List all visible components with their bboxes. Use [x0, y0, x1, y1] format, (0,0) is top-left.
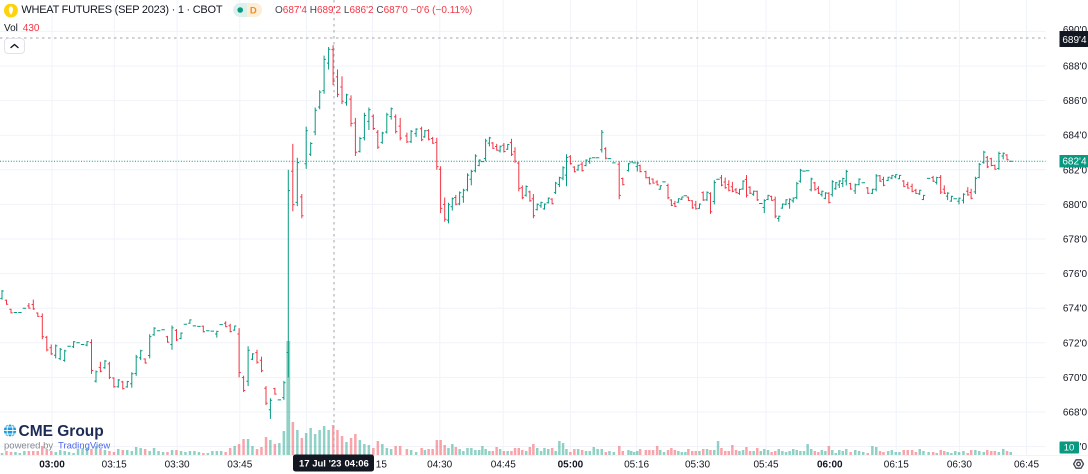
svg-text:672'0: 672'0 [1063, 338, 1088, 349]
svg-text:05:00: 05:00 [558, 460, 584, 471]
svg-text:05:45: 05:45 [753, 460, 778, 471]
svg-text:06:15: 06:15 [884, 460, 909, 471]
svg-text:689'4: 689'4 [1062, 35, 1087, 46]
svg-text:670'0: 670'0 [1063, 373, 1088, 384]
svg-text:682'0: 682'0 [1063, 165, 1088, 176]
svg-text:03:45: 03:45 [227, 460, 252, 471]
svg-text:powered by: powered by [4, 441, 53, 452]
svg-text:678'0: 678'0 [1063, 235, 1088, 246]
svg-text:688'0: 688'0 [1063, 62, 1088, 73]
svg-text:TradingView: TradingView [58, 441, 110, 452]
svg-text:676'0: 676'0 [1063, 269, 1088, 280]
svg-text:15: 15 [376, 460, 388, 471]
svg-text:668'0: 668'0 [1063, 408, 1088, 419]
svg-text:06:30: 06:30 [947, 460, 972, 471]
svg-text:674'0: 674'0 [1063, 304, 1088, 315]
svg-text:D: D [250, 6, 257, 17]
svg-text:06:45: 06:45 [1014, 460, 1039, 471]
svg-text:10: 10 [1064, 443, 1075, 454]
svg-text:690'0: 690'0 [1063, 25, 1088, 36]
svg-text:CME Group: CME Group [19, 423, 104, 440]
svg-text:04:30: 04:30 [427, 460, 452, 471]
svg-text:06:00: 06:00 [817, 460, 843, 471]
svg-text:03:30: 03:30 [165, 460, 190, 471]
svg-text:686'0: 686'0 [1063, 96, 1088, 107]
svg-text:04:45: 04:45 [491, 460, 516, 471]
svg-text:680'0: 680'0 [1063, 200, 1088, 211]
svg-text:682'4: 682'4 [1062, 157, 1087, 168]
svg-text:03:15: 03:15 [102, 460, 127, 471]
svg-text:684'0: 684'0 [1063, 131, 1088, 142]
svg-text:05:16: 05:16 [624, 460, 649, 471]
svg-text:03:00: 03:00 [39, 460, 65, 471]
svg-text:05:30: 05:30 [685, 460, 710, 471]
svg-text:04:06: 04:06 [345, 459, 369, 470]
svg-text:17 Jul '23: 17 Jul '23 [299, 459, 341, 470]
